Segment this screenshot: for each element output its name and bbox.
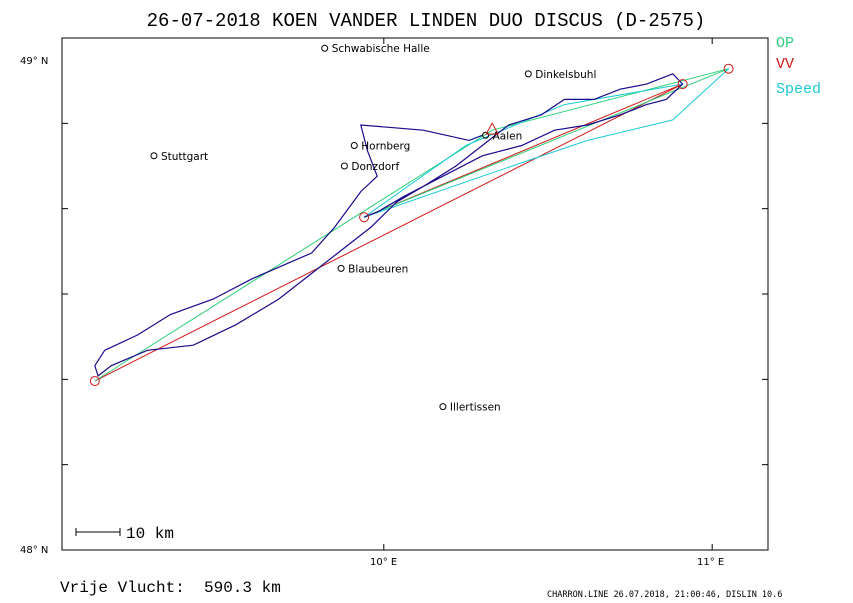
route-vv [94, 83, 683, 382]
lon-label-right: 11° E [697, 557, 724, 568]
scale-label: 10 km [126, 525, 174, 543]
place-label: Aalen [493, 130, 523, 142]
start-marker [485, 122, 500, 135]
place-dot [439, 403, 447, 411]
place-dot [482, 131, 490, 139]
place-label: Hornberg [361, 141, 410, 153]
scale-bar: 10 km [75, 525, 174, 543]
distance-value: 590.3 km [204, 579, 281, 597]
place-markers: Schwabische Halle Dinkelsbuhl Stuttgart Hor… [150, 43, 596, 414]
track-line [94, 73, 684, 377]
credit-line: CHARRON.LINE 26.07.2018, 21:00:46, DISLI… [547, 590, 782, 600]
lon-label-left: 10° E [370, 557, 397, 568]
axis-ticks [62, 37, 768, 551]
distance-label: Vrije Vlucht: [60, 579, 185, 597]
place-label: Illertissen [450, 402, 501, 414]
lat-label-top: 49° N [20, 56, 48, 67]
place-dot [340, 162, 348, 170]
place-dot [337, 264, 345, 272]
place-label: Blaubeuren [348, 263, 408, 275]
legend-speed: Speed [776, 81, 821, 98]
task-routes [94, 68, 729, 382]
turnpoint-circle [723, 63, 734, 74]
turnpoint-markers [89, 63, 734, 387]
place-dot [150, 152, 158, 160]
map-title: 26-07-2018 KOEN VANDER LINDEN DUO DISCUS… [147, 10, 706, 32]
place-label: Donzdorf [351, 161, 399, 173]
legend-op: OP [776, 35, 794, 52]
lat-label-bottom: 48° N [20, 545, 48, 556]
turnpoint-circle [89, 376, 100, 387]
place-dot [321, 44, 329, 52]
map-frame [61, 37, 769, 551]
place-dot [524, 70, 532, 78]
place-dot [350, 142, 358, 150]
flight-track [94, 73, 684, 377]
start-triangle [485, 122, 500, 135]
turnpoint-circle [677, 79, 688, 90]
legend-vv: VV [776, 56, 794, 73]
place-label: Dinkelsbuhl [535, 69, 596, 81]
place-label: Stuttgart [161, 151, 208, 163]
turnpoint-circle [359, 212, 370, 223]
route-speed [363, 68, 729, 218]
route-op [94, 68, 729, 382]
place-label: Schwabische Halle [332, 43, 430, 55]
